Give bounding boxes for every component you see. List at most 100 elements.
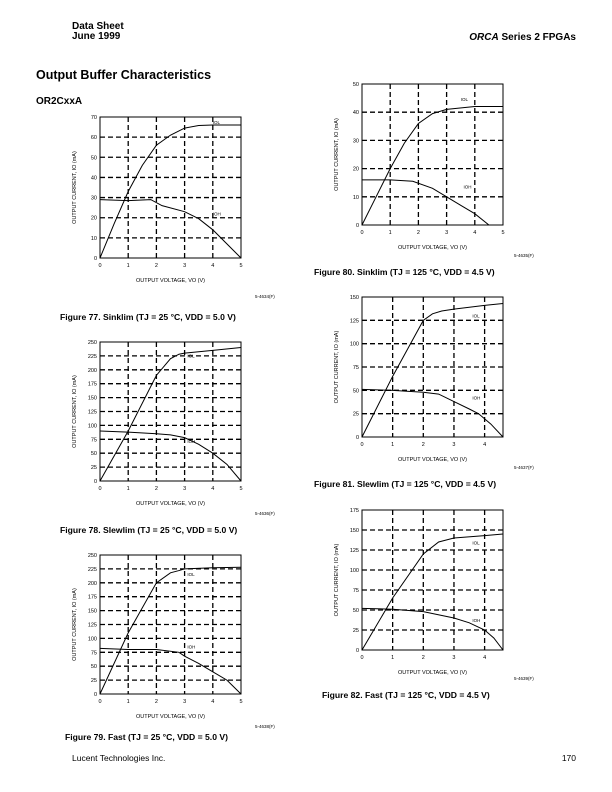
x-tick-label: 1 xyxy=(391,442,394,448)
x-axis-label: OUTPUT VOLTAGE, VO (V) xyxy=(398,457,467,463)
x-tick-label: 2 xyxy=(155,486,158,492)
y-axis-label: OUTPUT CURRENT, IO (mA) xyxy=(334,331,340,404)
x-tick-label: 0 xyxy=(98,486,101,492)
y-tick-label: 0 xyxy=(94,692,97,698)
x-tick-label: 5 xyxy=(239,699,242,705)
y-tick-label: 250 xyxy=(88,553,97,559)
y-tick-label: 20 xyxy=(353,167,359,173)
series-line-iol xyxy=(361,106,503,226)
series-label-iol: IOL xyxy=(472,314,480,319)
chart-fig82: 0 1 2 3 4 0 25 50 75 100 125 150 175 IOL IOH OUTPUT VOL… xyxy=(322,508,534,700)
x-tick-label: 4 xyxy=(211,263,214,269)
series-line-iol xyxy=(361,303,504,438)
y-tick-label: 125 xyxy=(88,410,97,416)
y-tick-label: 30 xyxy=(91,196,97,202)
x-tick-label: 4 xyxy=(483,655,486,661)
plot-frame xyxy=(99,116,242,259)
y-tick-label: 70 xyxy=(91,115,97,121)
y-tick-label: 100 xyxy=(88,423,97,429)
x-tick-label: 0 xyxy=(98,263,101,269)
y-tick-label: 225 xyxy=(88,567,97,573)
series-label-iol: IOL xyxy=(461,97,469,102)
y-tick-label: 150 xyxy=(88,609,97,615)
x-axis-label: OUTPUT VOLTAGE, VO (V) xyxy=(136,278,205,284)
chart-fig81: 0 1 2 3 4 0 25 50 75 100 125 150 IOL IOH OUTPUT VOLTAG… xyxy=(314,295,534,489)
y-tick-label: 50 xyxy=(91,451,97,457)
series-label-ioh: IOH xyxy=(472,396,480,401)
x-tick-label: 0 xyxy=(360,442,363,448)
x-tick-label: 4 xyxy=(211,486,214,492)
product-brand: ORCA xyxy=(469,32,499,43)
y-axis-label: OUTPUT CURRENT, IO (mA) xyxy=(72,151,78,224)
doc-date: June 1999 xyxy=(72,31,121,42)
series-label-ioh: IOH xyxy=(187,439,195,444)
plot-frame xyxy=(99,341,242,482)
series-line-ioh xyxy=(99,430,242,482)
y-tick-label: 75 xyxy=(91,650,97,656)
x-tick-label: 2 xyxy=(422,442,425,448)
x-tick-label: 0 xyxy=(360,230,363,236)
plot-frame xyxy=(99,554,242,695)
x-axis-label: OUTPUT VOLTAGE, VO (V) xyxy=(398,670,467,676)
series-line-ioh xyxy=(99,647,242,695)
x-tick-label: 5 xyxy=(501,230,504,236)
y-tick-label: 125 xyxy=(350,548,359,554)
y-tick-label: 200 xyxy=(88,581,97,587)
y-tick-label: 50 xyxy=(91,664,97,670)
chart-fig78: 0 1 2 3 4 50255075100125150175200225250IOLIOH… xyxy=(60,340,275,535)
series-line-ioh xyxy=(362,179,490,226)
y-tick-label: 10 xyxy=(91,236,97,242)
x-tick-label: 1 xyxy=(391,655,394,661)
y-tick-label: 40 xyxy=(353,110,359,116)
y-tick-label: 0 xyxy=(356,223,359,229)
x-tick-label: 2 xyxy=(417,230,420,236)
series-line-iol xyxy=(99,124,241,259)
y-tick-label: 200 xyxy=(88,368,97,374)
x-tick-label: 5 xyxy=(239,263,242,269)
x-tick-label: 4 xyxy=(211,699,214,705)
y-tick-label: 0 xyxy=(356,648,359,654)
series-label-iol: IOL xyxy=(187,572,195,577)
section-title: Output Buffer Characteristics xyxy=(36,68,212,82)
header-left: Data Sheet June 1999 xyxy=(72,22,124,42)
x-tick-label: 4 xyxy=(473,230,476,236)
y-tick-label: 225 xyxy=(88,354,97,360)
series-label-iol: IOL xyxy=(213,120,221,125)
y-tick-label: 100 xyxy=(350,568,359,574)
product-series: Series 2 FPGAs xyxy=(498,32,577,43)
figure-caption: Figure 78. Slewlim (TJ = 25 °C, VDD = 5.… xyxy=(60,525,237,535)
y-tick-label: 175 xyxy=(88,595,97,601)
y-tick-label: 75 xyxy=(91,437,97,443)
y-tick-label: 20 xyxy=(91,216,97,222)
footer-page-number: 170 xyxy=(561,753,576,763)
y-axis-label: OUTPUT CURRENT, IO (mA) xyxy=(334,118,340,191)
series-line-iol xyxy=(99,347,242,482)
x-tick-label: 2 xyxy=(155,699,158,705)
y-tick-label: 100 xyxy=(350,342,359,348)
y-tick-label: 30 xyxy=(353,138,359,144)
y-tick-label: 0 xyxy=(94,256,97,262)
x-tick-label: 0 xyxy=(360,655,363,661)
header-right: ORCA Series 2 FPGAs xyxy=(469,33,576,43)
figure-code: 5-4634(F) xyxy=(255,294,275,299)
x-tick-label: 2 xyxy=(422,655,425,661)
y-tick-label: 25 xyxy=(353,412,359,418)
x-tick-label: 3 xyxy=(452,655,455,661)
y-tick-label: 50 xyxy=(353,82,359,88)
y-tick-label: 50 xyxy=(353,608,359,614)
x-tick-label: 3 xyxy=(183,486,186,492)
y-tick-label: 125 xyxy=(350,318,359,324)
series-label-ioh: IOH xyxy=(464,184,472,189)
series-line-ioh xyxy=(361,388,504,438)
figure-code: 5-4635(F) xyxy=(514,253,534,258)
series-label-iol: IOL xyxy=(472,540,480,545)
y-tick-label: 25 xyxy=(91,678,97,684)
y-tick-label: 0 xyxy=(356,435,359,441)
y-tick-label: 60 xyxy=(91,135,97,141)
y-tick-label: 250 xyxy=(88,340,97,346)
x-tick-label: 4 xyxy=(483,442,486,448)
subsection-title: OR2CxxA xyxy=(36,96,83,107)
